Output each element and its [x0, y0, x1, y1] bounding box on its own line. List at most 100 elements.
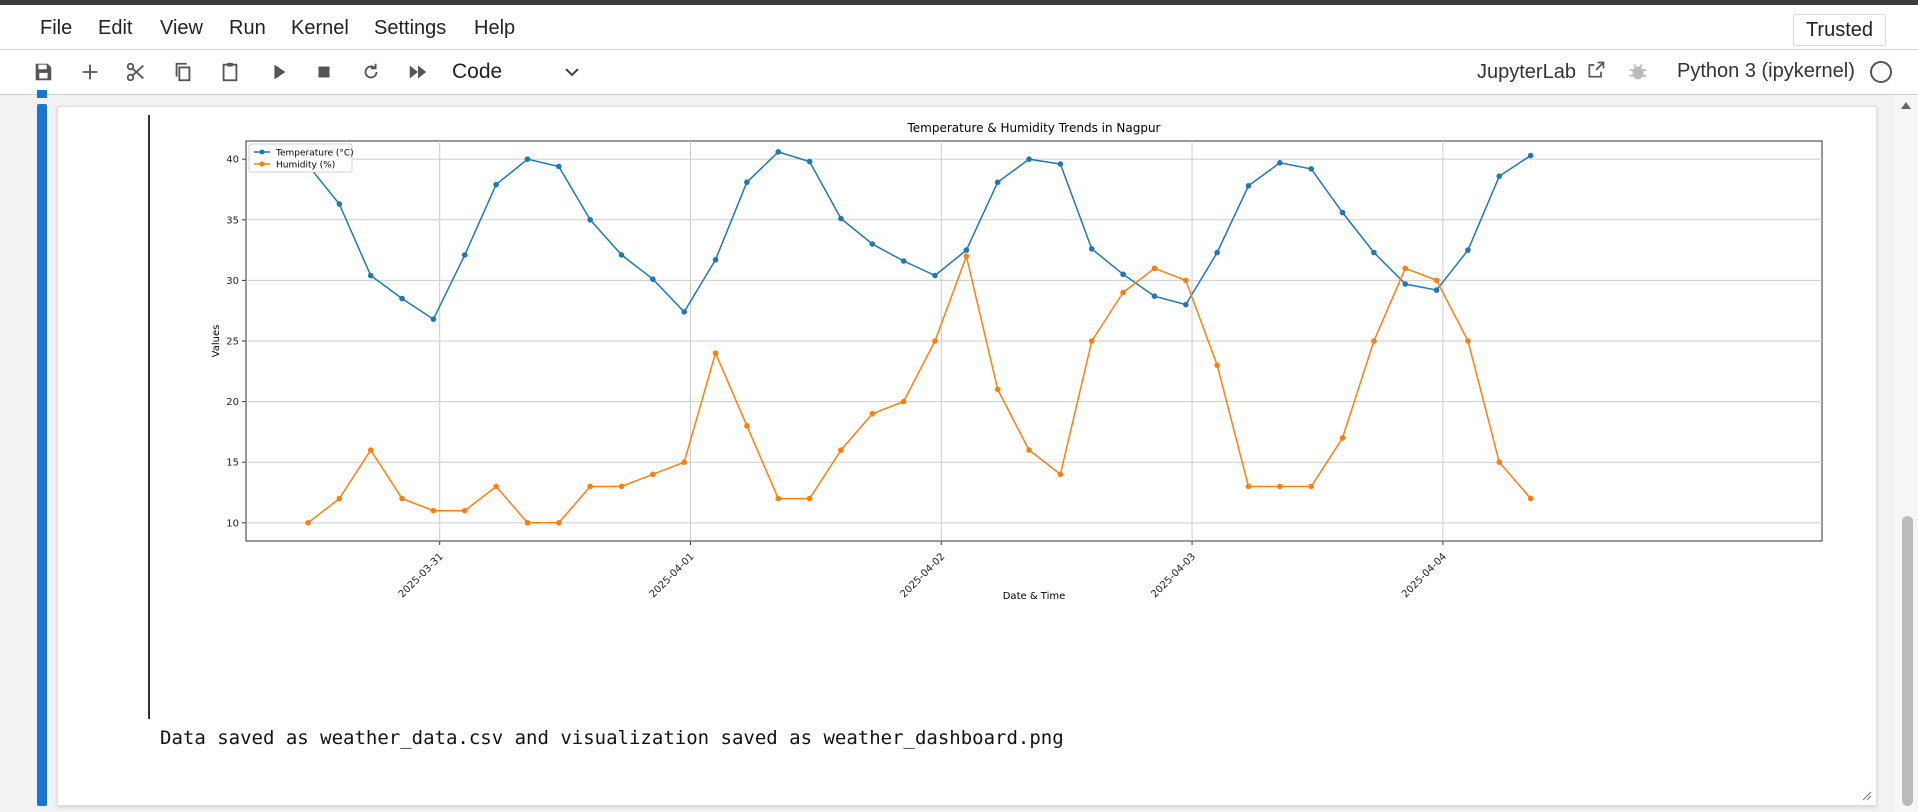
bug-icon[interactable] — [1627, 61, 1649, 83]
data-point-0 — [1496, 173, 1503, 179]
data-point-0 — [838, 215, 844, 222]
data-point-0 — [681, 309, 687, 315]
data-point-0 — [1527, 152, 1534, 159]
data-point-0 — [493, 181, 499, 188]
data-point-0 — [1120, 271, 1126, 278]
data-point-0 — [430, 316, 437, 322]
save-icon — [35, 63, 52, 81]
data-point-0 — [1183, 301, 1189, 308]
kernel-status-icon — [1870, 61, 1892, 83]
menu-run[interactable]: Run — [229, 17, 266, 39]
y-axis-label: Values — [211, 325, 222, 358]
cut-button[interactable] — [121, 58, 151, 86]
legend-label: Temperature (°C) — [275, 149, 354, 159]
cell-collapser[interactable] — [37, 104, 47, 806]
data-point-0 — [932, 272, 938, 279]
open-in-jupyterlab-link[interactable]: JupyterLab — [1477, 60, 1606, 84]
data-point-0 — [556, 163, 562, 170]
menu-help[interactable]: Help — [474, 17, 516, 39]
data-point-1 — [1308, 483, 1314, 490]
data-point-1 — [1151, 265, 1158, 272]
data-point-1 — [650, 471, 656, 478]
data-point-0 — [1245, 183, 1252, 189]
copy-button[interactable] — [168, 58, 198, 86]
data-point-1 — [461, 507, 468, 514]
add-cell-icon — [82, 64, 98, 80]
trusted-indicator[interactable]: Trusted — [1792, 14, 1886, 46]
legend-marker — [259, 161, 265, 167]
cell-output-area: Temperature & Humidity Trends in Nagpur 1… — [57, 106, 1877, 806]
stop-icon — [318, 66, 330, 78]
data-point-0 — [963, 247, 970, 253]
data-point-0 — [1151, 293, 1158, 299]
data-point-1 — [744, 423, 750, 429]
data-point-0 — [806, 158, 813, 165]
kernel-name-button[interactable]: Python 3 (ipykernel) — [1677, 60, 1855, 82]
add-cell-button[interactable] — [75, 58, 105, 86]
run-button[interactable] — [264, 58, 294, 86]
y-tick-label: 30 — [226, 276, 239, 287]
data-point-1 — [1057, 471, 1064, 478]
run-all-button[interactable] — [403, 58, 433, 86]
run-all-icon — [409, 65, 427, 79]
y-tick-label: 15 — [226, 458, 239, 469]
external-link-icon — [1588, 61, 1604, 78]
data-point-1 — [681, 459, 687, 466]
data-point-1 — [556, 520, 562, 526]
data-point-0 — [1214, 249, 1220, 256]
data-point-0 — [336, 201, 343, 207]
x-tick-label: 2025-03-31 — [397, 551, 446, 600]
data-point-1 — [1183, 277, 1189, 284]
data-point-1 — [1402, 265, 1409, 272]
chevron-down-icon — [565, 68, 579, 77]
data-point-1 — [775, 495, 782, 502]
data-point-1 — [1088, 338, 1095, 344]
data-point-1 — [1214, 362, 1220, 369]
x-tick-label: 2025-04-03 — [1149, 551, 1198, 600]
save-button[interactable] — [28, 58, 58, 86]
data-point-1 — [1277, 483, 1283, 490]
copy-icon — [175, 62, 191, 82]
y-tick-label: 40 — [226, 155, 239, 166]
data-point-1 — [900, 398, 907, 405]
stop-button[interactable] — [309, 58, 339, 86]
paste-icon — [222, 62, 238, 82]
menu-settings[interactable]: Settings — [374, 17, 447, 39]
data-point-1 — [1433, 277, 1440, 284]
menu-kernel[interactable]: Kernel — [291, 17, 349, 39]
previous-cell-collapser[interactable] — [37, 90, 47, 98]
x-tick-label: 2025-04-01 — [648, 551, 697, 600]
data-point-1 — [1527, 495, 1534, 502]
data-point-0 — [587, 216, 593, 223]
data-point-1 — [1371, 338, 1377, 344]
menu-file[interactable]: File — [40, 17, 73, 39]
y-tick-label: 35 — [226, 215, 239, 226]
scroll-up-arrow-icon[interactable] — [1900, 100, 1912, 110]
data-point-0 — [1277, 160, 1283, 166]
legend-label: Humidity (%) — [276, 161, 335, 171]
data-point-0 — [1402, 281, 1409, 287]
data-point-1 — [305, 520, 311, 526]
data-point-1 — [963, 253, 970, 259]
data-point-1 — [587, 483, 593, 490]
data-point-0 — [367, 272, 374, 279]
cell-type-label: Code — [452, 60, 503, 83]
x-axis-label: Date & Time — [1003, 591, 1066, 602]
legend-box — [248, 143, 353, 173]
data-point-1 — [524, 520, 531, 526]
data-point-0 — [1465, 247, 1471, 253]
scrollbar-thumb[interactable] — [1902, 516, 1913, 806]
series-line-1 — [307, 253, 1532, 524]
data-point-1 — [1339, 435, 1346, 441]
data-point-0 — [399, 295, 405, 302]
menu-view[interactable]: View — [160, 17, 203, 39]
cell-type-dropdown[interactable]: Code — [452, 58, 582, 86]
cut-icon — [126, 62, 144, 82]
restart-button[interactable] — [356, 58, 386, 86]
data-point-1 — [806, 495, 813, 502]
resize-handle-icon[interactable] — [1862, 791, 1872, 801]
data-point-0 — [712, 256, 719, 263]
menu-edit[interactable]: Edit — [98, 17, 133, 39]
paste-button[interactable] — [215, 58, 245, 86]
data-point-1 — [838, 447, 844, 453]
